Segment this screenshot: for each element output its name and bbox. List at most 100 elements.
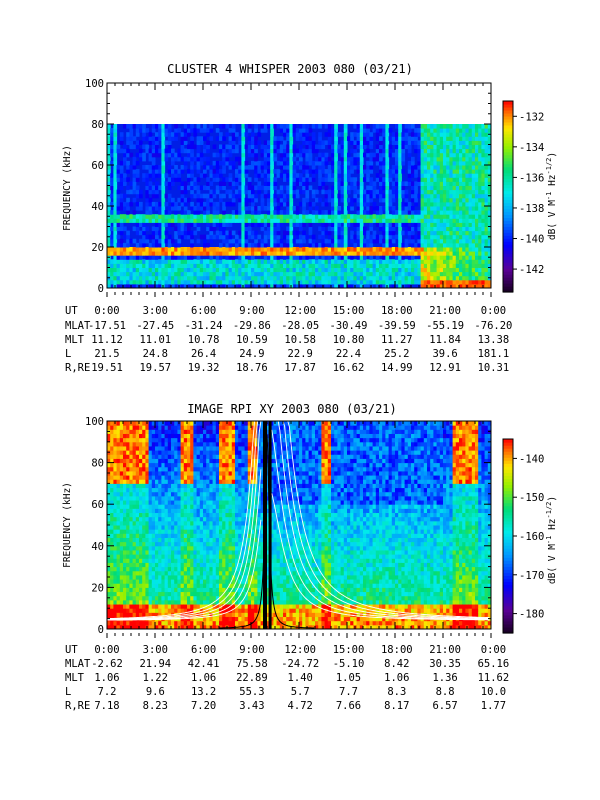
spectrogram-cell — [478, 152, 482, 158]
spectrogram-cell — [433, 222, 438, 227]
spectrogram-cell — [244, 197, 249, 203]
spectrogram-cell — [439, 136, 444, 141]
spectrogram-cell — [292, 156, 297, 162]
spectrogram-cell — [484, 206, 489, 211]
spectrogram-cell — [382, 275, 386, 281]
spectrogram-cell — [375, 275, 380, 281]
spectrogram-cell — [145, 529, 150, 534]
spectrogram-cell — [151, 165, 156, 170]
spectrogram-cell — [292, 275, 297, 281]
spectrogram-cell — [462, 283, 466, 289]
spectrogram-cell — [353, 271, 358, 277]
spectrogram-cell — [113, 201, 118, 207]
spectrogram-cell — [206, 193, 210, 199]
spectrogram-cell — [289, 230, 294, 236]
spectrogram-cell — [481, 201, 486, 207]
spectrogram-cell — [215, 230, 220, 236]
spectrogram-cell — [468, 226, 473, 232]
spectrogram-cell — [439, 222, 444, 227]
spectrogram-cell — [321, 218, 326, 223]
spectrogram-cell — [116, 271, 121, 277]
spectrogram-cell — [398, 173, 402, 178]
spectrogram-cell — [241, 201, 246, 207]
spectrogram-cell — [164, 152, 169, 158]
spectrogram-cell — [241, 242, 246, 248]
spectrogram-cell — [478, 148, 482, 154]
spectrogram-cell — [260, 148, 265, 154]
spectrogram-cell — [276, 234, 281, 240]
spectrogram-cell — [468, 140, 473, 145]
spectrogram-cell — [116, 466, 121, 472]
spectrogram-cell — [401, 218, 406, 223]
spectrogram-cell — [247, 148, 252, 154]
spectrogram-cell — [116, 189, 121, 195]
spectrogram-cell — [238, 259, 242, 264]
spectrogram-cell — [337, 238, 342, 244]
spectrogram-cell — [443, 156, 447, 162]
spectrogram-cell — [126, 234, 130, 240]
spectrogram-cell — [119, 433, 124, 439]
spectrogram-cell — [324, 267, 329, 273]
spectrogram-cell — [145, 255, 150, 260]
spectrogram-cell — [337, 181, 342, 186]
spectrogram-cell — [299, 218, 303, 223]
spectrogram-cell — [123, 583, 127, 588]
spectrogram-cell — [222, 156, 226, 162]
spectrogram-cell — [366, 271, 370, 277]
spectrogram-cell — [433, 210, 438, 215]
spectrogram-cell — [183, 132, 188, 137]
spectrogram-cell — [436, 206, 441, 211]
spectrogram-cell — [113, 132, 118, 137]
spectrogram-cell — [267, 206, 271, 211]
spectrogram-cell — [158, 206, 162, 211]
spectrogram-cell — [487, 271, 492, 277]
spectrogram-cell — [468, 214, 473, 219]
spectrogram-cell — [382, 160, 386, 166]
spectrogram-cell — [212, 177, 217, 182]
spectrogram-cell — [196, 238, 201, 244]
spectrogram-cell — [484, 242, 489, 248]
spectrogram-cell — [270, 197, 274, 203]
spectrogram-cell — [289, 148, 294, 154]
spectrogram-cell — [126, 599, 130, 605]
spectrogram-cell — [151, 201, 156, 207]
spectrogram-cell — [203, 247, 207, 252]
spectrogram-cell — [151, 475, 156, 480]
spectrogram-cell — [139, 570, 143, 576]
spectrogram-cell — [484, 136, 489, 141]
spectrogram-cell — [126, 132, 130, 137]
spectrogram-cell — [139, 429, 143, 434]
spectrogram-cell — [359, 136, 364, 141]
spectrogram-cell — [215, 271, 220, 277]
spectrogram-cell — [484, 193, 489, 199]
ephemeris-value: 10.58 — [284, 334, 316, 346]
spectrogram-cell — [254, 279, 258, 285]
spectrogram-cell — [139, 156, 143, 162]
spectrogram-cell — [116, 512, 121, 518]
spectrogram-cell — [110, 437, 114, 443]
spectrogram-cell — [263, 152, 268, 158]
spectrogram-cell — [439, 156, 444, 162]
spectrogram-cell — [388, 197, 393, 203]
spectrogram-cell — [145, 541, 150, 547]
spectrogram-cell — [113, 173, 118, 178]
spectrogram-cell — [225, 275, 230, 281]
spectrogram-cell — [439, 218, 444, 223]
spectrogram-cell — [475, 185, 479, 191]
spectrogram-cell — [203, 210, 207, 215]
spectrogram-cell — [388, 214, 393, 219]
spectrogram-cell — [251, 132, 255, 137]
spectrogram-cell — [356, 206, 361, 211]
spectrogram-cell — [369, 156, 374, 162]
spectrogram-cell — [123, 595, 127, 601]
spectrogram-cell — [270, 124, 274, 129]
spectrogram-cell — [183, 214, 188, 219]
spectrogram-cell — [430, 267, 434, 273]
spectrogram-cell — [183, 156, 188, 162]
spectrogram-cell — [238, 275, 242, 281]
spectrogram-cell — [219, 148, 223, 154]
spectrogram-cell — [305, 185, 310, 191]
spectrogram-cell — [481, 140, 486, 145]
spectrogram-cell — [398, 259, 402, 264]
spectrogram-cell — [391, 234, 396, 240]
